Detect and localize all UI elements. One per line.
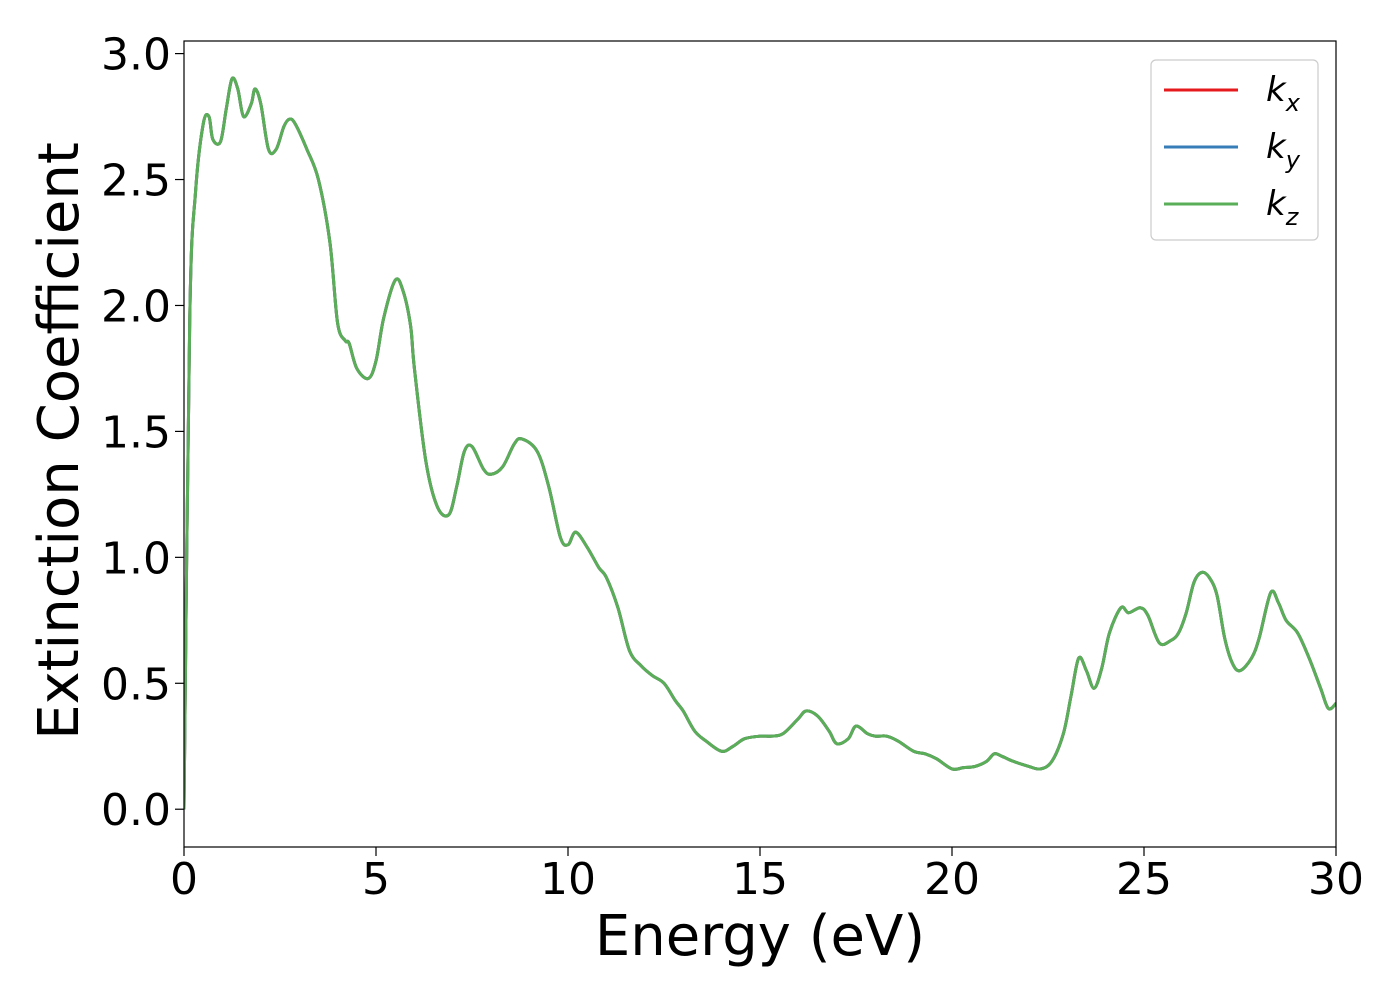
x-tick-label: 15 bbox=[732, 854, 788, 905]
y-axis-title: Extinction Coefficient bbox=[27, 142, 92, 740]
legend: kx ky kz bbox=[1150, 59, 1319, 241]
y-tick-label: 2.0 bbox=[101, 281, 171, 332]
x-tick-label: 10 bbox=[540, 854, 596, 905]
x-tick-label: 25 bbox=[1116, 854, 1172, 905]
series-line-kz bbox=[184, 76, 1336, 810]
legend-label-kx: kx bbox=[1266, 70, 1301, 117]
y-tick-label: 0.5 bbox=[101, 659, 171, 710]
y-tick-label: 0.0 bbox=[101, 785, 171, 836]
x-tick-label: 20 bbox=[924, 854, 980, 905]
x-tick-label: 0 bbox=[170, 854, 198, 905]
y-tick-label: 1.0 bbox=[101, 533, 171, 584]
y-tick-label: 2.5 bbox=[101, 156, 171, 207]
series-layer bbox=[184, 76, 1336, 810]
legend-label-ky: ky bbox=[1266, 127, 1301, 174]
x-axis-title: Energy (eV) bbox=[595, 904, 925, 969]
y-axis-ticks: 0.0 0.5 1.0 1.5 2.0 2.5 3.0 bbox=[101, 30, 184, 836]
x-tick-label: 30 bbox=[1308, 854, 1364, 905]
x-tick-label: 5 bbox=[362, 854, 390, 905]
x-axis-ticks: 0 5 10 15 20 25 30 bbox=[170, 847, 1364, 905]
y-tick-label: 1.5 bbox=[101, 407, 171, 458]
legend-label-kz: kz bbox=[1266, 184, 1300, 231]
y-tick-label: 3.0 bbox=[101, 30, 171, 81]
legend-frame bbox=[1150, 59, 1319, 241]
